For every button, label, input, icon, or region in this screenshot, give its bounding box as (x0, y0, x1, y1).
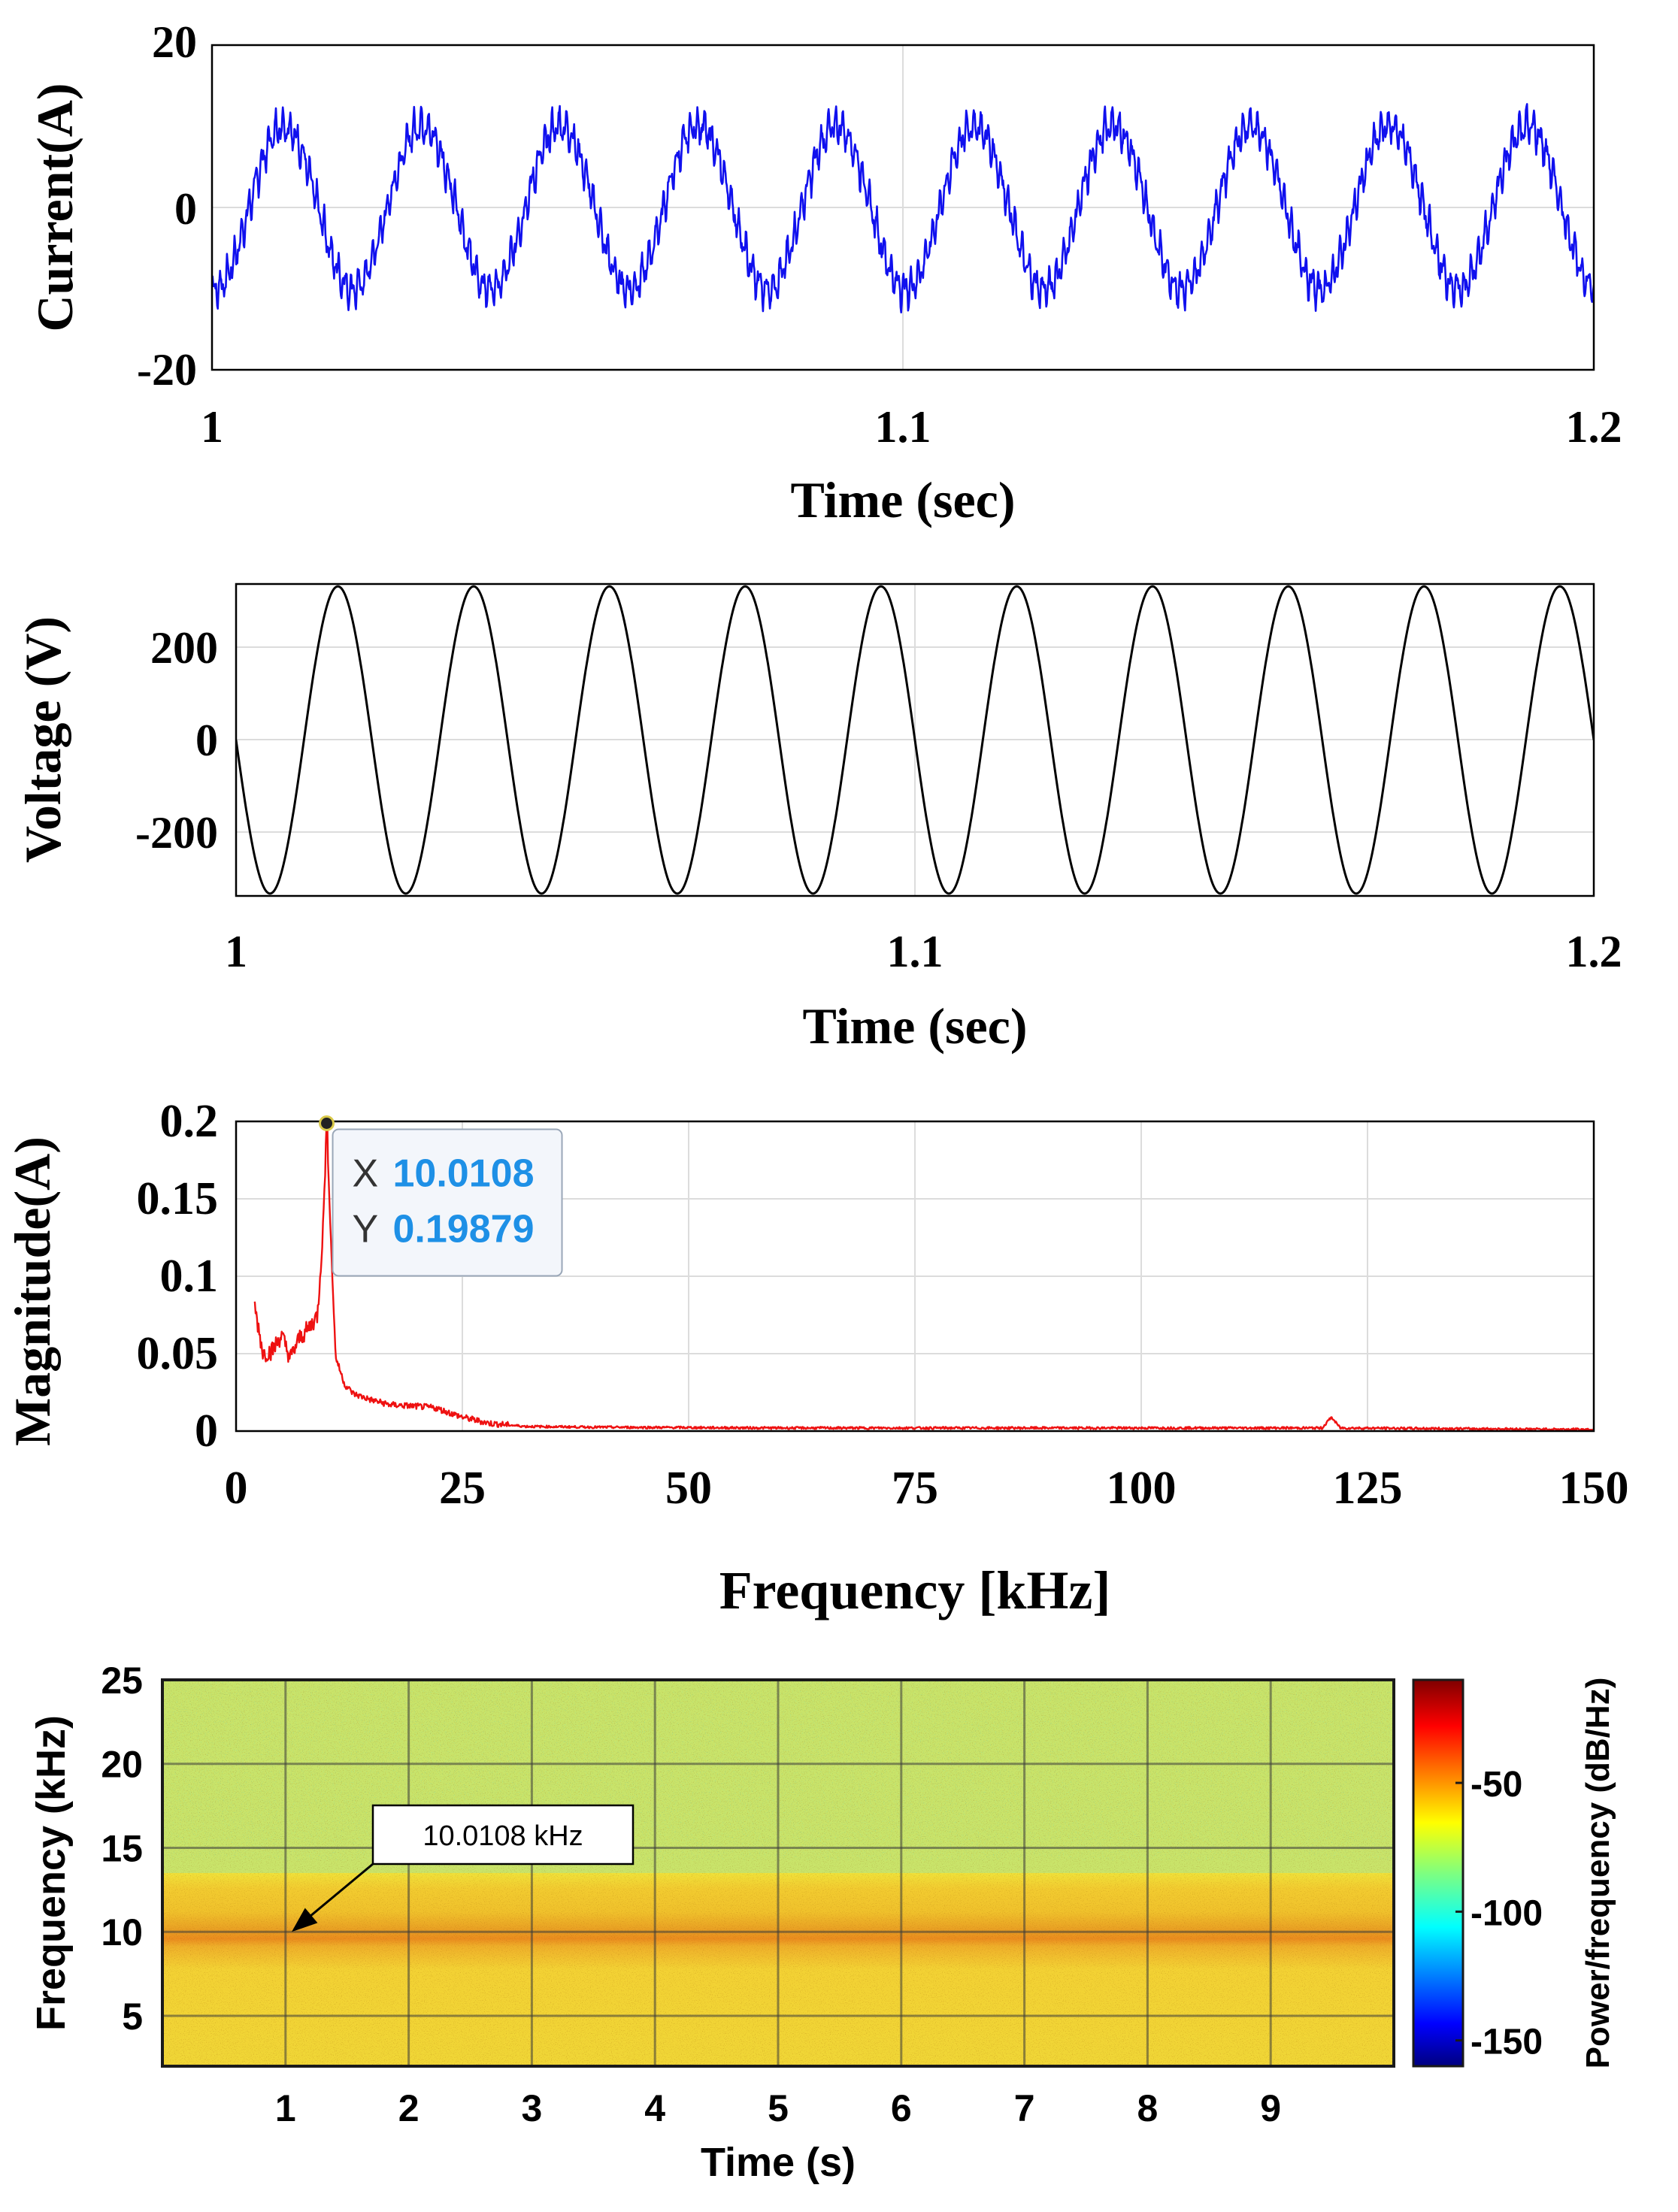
spectrogram-chart: 25 20 15 10 5 1 2 3 4 5 6 7 8 9 Time (s) Frequency (… (29, 1660, 1616, 2185)
datatip-x-value: 10.0108 (393, 1151, 535, 1195)
voltage-ylabel: Voltage (V) (14, 616, 71, 863)
fft-axes-box (235, 1120, 1595, 1433)
colorbar-ticks: -50 -100 -150 (1455, 1765, 1543, 2062)
fft-ytick-label: 0.15 (137, 1173, 219, 1224)
spectrogram-ytick-label: 20 (101, 1744, 143, 1786)
fft-xtick-labels: 0 25 50 75 100 125 150 (225, 1463, 1629, 1514)
spectrogram-xtick-label: 3 (521, 2087, 542, 2129)
spectrogram-xtick-label: 7 (1014, 2087, 1035, 2129)
fft-xtick-label: 100 (1107, 1463, 1177, 1514)
fft-ytick-labels: 0.2 0.15 0.1 0.05 0 (137, 1096, 219, 1457)
voltage-xtick-label: 1.2 (1566, 927, 1622, 976)
current-ylabel: Current(A) (26, 83, 83, 331)
spectrogram-xtick-label: 8 (1137, 2087, 1158, 2129)
fft-series-line (253, 1122, 1594, 1431)
spectrogram-ytick-label: 5 (122, 1996, 143, 2038)
current-series-line (212, 103, 1594, 313)
spectrogram-xtick-label: 2 (398, 2087, 420, 2129)
fft-xtick-label: 150 (1559, 1463, 1629, 1514)
voltage-ytick-label: 0 (195, 716, 218, 765)
voltage-xlabel: Time (sec) (803, 997, 1028, 1055)
fft-xlabel: Frequency [kHz] (719, 1560, 1111, 1620)
current-chart: 20 0 -20 1 1.1 1.2 Time (sec) Current(A) (26, 17, 1622, 528)
spectrogram-ytick-labels: 25 20 15 10 5 (101, 1660, 143, 2038)
spectrogram-xtick-label: 9 (1260, 2087, 1281, 2129)
current-xtick-label: 1.2 (1566, 402, 1622, 452)
voltage-xtick-label: 1 (225, 927, 247, 976)
current-xtick-label: 1.1 (875, 402, 931, 452)
spectrogram-ytick-label: 15 (101, 1827, 143, 1869)
fft-ylabel: Magnitude(A) (4, 1136, 61, 1446)
current-ytick-label: -20 (137, 345, 197, 395)
datatip-x-label: X (353, 1151, 379, 1195)
current-grid (212, 45, 1594, 370)
datatip-y-value: 0.19879 (393, 1207, 535, 1251)
spectrogram-xtick-label: 5 (768, 2087, 789, 2129)
voltage-chart: 200 0 -200 1 1.1 1.2 Time (sec) Voltage … (14, 583, 1622, 1055)
colorbar-label: Power/frequency (dB/Hz) (1580, 1678, 1616, 2069)
annotation-box (371, 1804, 635, 1866)
current-axes-box (211, 44, 1595, 371)
colorbar-tick-label: -150 (1471, 2023, 1543, 2062)
annotation-text: 10.0108 kHz (423, 1820, 583, 1852)
spectrogram-axes-box (161, 1678, 1395, 2068)
annotation-arrow-line (301, 1862, 374, 1924)
spectrogram-xtick-label: 1 (275, 2087, 296, 2129)
fft-datatip[interactable]: X 10.0108 Y 0.19879 (319, 1115, 563, 1277)
spectrogram-ylabel: Frequency (kHz) (29, 1715, 74, 2031)
spectrogram-xlabel: Time (s) (701, 2140, 856, 2185)
fft-ytick-label: 0.2 (160, 1096, 219, 1147)
current-ytick-label: 20 (152, 17, 197, 67)
fft-ytick-label: 0 (195, 1406, 218, 1457)
voltage-axes-box (235, 583, 1595, 897)
fft-xtick-label: 0 (225, 1463, 248, 1514)
current-xtick-label: 1 (201, 402, 223, 452)
voltage-xtick-label: 1.1 (887, 927, 943, 976)
spectrogram-ytick-label: 25 (101, 1660, 143, 1702)
datatip-box (332, 1128, 563, 1277)
spectrogram-xtick-labels: 1 2 3 4 5 6 7 8 9 (275, 2087, 1281, 2129)
annotation-arrow-head (291, 1908, 318, 1932)
fft-ytick-label: 0.1 (160, 1251, 219, 1302)
spectrogram-xtick-label: 4 (644, 2087, 665, 2129)
colorbar-tick-label: -50 (1471, 1765, 1522, 1805)
current-xlabel: Time (sec) (791, 471, 1016, 528)
colorbar-gradient (1412, 1678, 1464, 2068)
voltage-series-line (236, 585, 1594, 895)
voltage-ytick-label: 200 (150, 623, 218, 673)
datatip-marker[interactable] (319, 1115, 335, 1131)
fft-xtick-label: 25 (439, 1463, 486, 1514)
spectrogram-xtick-label: 6 (891, 2087, 912, 2129)
spectrogram-colorbar: -50 -100 -150 Power/frequency (dB/Hz) (1412, 1678, 1616, 2069)
spectrogram-ytick-label: 10 (101, 1911, 143, 1953)
current-ytick-label: 0 (174, 184, 197, 234)
fft-xtick-label: 75 (892, 1463, 938, 1514)
fft-ytick-label: 0.05 (137, 1328, 219, 1379)
fft-xtick-label: 50 (665, 1463, 712, 1514)
fft-xtick-label: 125 (1333, 1463, 1403, 1514)
spectrogram-annotation: 10.0108 kHz (291, 1804, 635, 1932)
fft-chart: 0.2 0.15 0.1 0.05 0 0 25 50 75 100 125 150 Frequen… (4, 1096, 1629, 1620)
voltage-ytick-label: -200 (135, 808, 218, 858)
datatip-y-label: Y (353, 1207, 379, 1251)
colorbar-tick-label: -100 (1471, 1893, 1543, 1933)
